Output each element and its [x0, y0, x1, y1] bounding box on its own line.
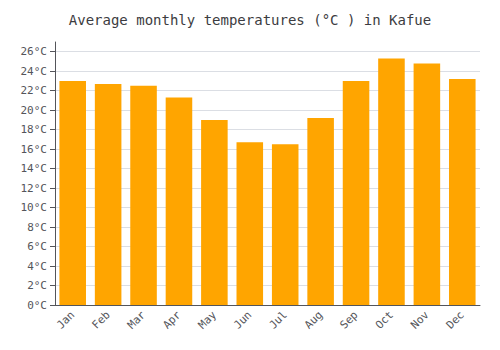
svg-text:16°C: 16°C — [21, 143, 48, 156]
svg-text:Feb: Feb — [89, 308, 112, 331]
svg-text:Sep: Sep — [337, 308, 360, 331]
svg-text:8°C: 8°C — [27, 221, 47, 234]
svg-text:Aug: Aug — [302, 308, 325, 331]
svg-text:May: May — [196, 308, 219, 331]
svg-text:20°C: 20°C — [21, 104, 48, 117]
svg-text:24°C: 24°C — [21, 65, 48, 78]
svg-text:0°C: 0°C — [27, 299, 47, 312]
svg-text:12°C: 12°C — [21, 182, 48, 195]
svg-text:Mar: Mar — [125, 308, 148, 331]
svg-text:Average monthly temperatures (: Average monthly temperatures (°C ) in Ka… — [69, 12, 431, 28]
svg-text:4°C: 4°C — [27, 260, 47, 273]
svg-text:26°C: 26°C — [21, 45, 48, 58]
svg-text:Jul: Jul — [267, 308, 290, 331]
svg-text:Oct: Oct — [373, 308, 396, 331]
svg-text:2°C: 2°C — [27, 279, 47, 292]
svg-text:Jan: Jan — [54, 308, 77, 331]
svg-text:14°C: 14°C — [21, 162, 48, 175]
svg-text:Apr: Apr — [160, 308, 183, 331]
svg-text:Dec: Dec — [444, 308, 467, 331]
svg-text:Jun: Jun — [231, 308, 254, 331]
svg-text:10°C: 10°C — [21, 201, 48, 214]
svg-text:22°C: 22°C — [21, 84, 48, 97]
svg-text:Nov: Nov — [408, 308, 431, 331]
svg-text:6°C: 6°C — [27, 240, 47, 253]
svg-text:18°C: 18°C — [21, 123, 48, 136]
